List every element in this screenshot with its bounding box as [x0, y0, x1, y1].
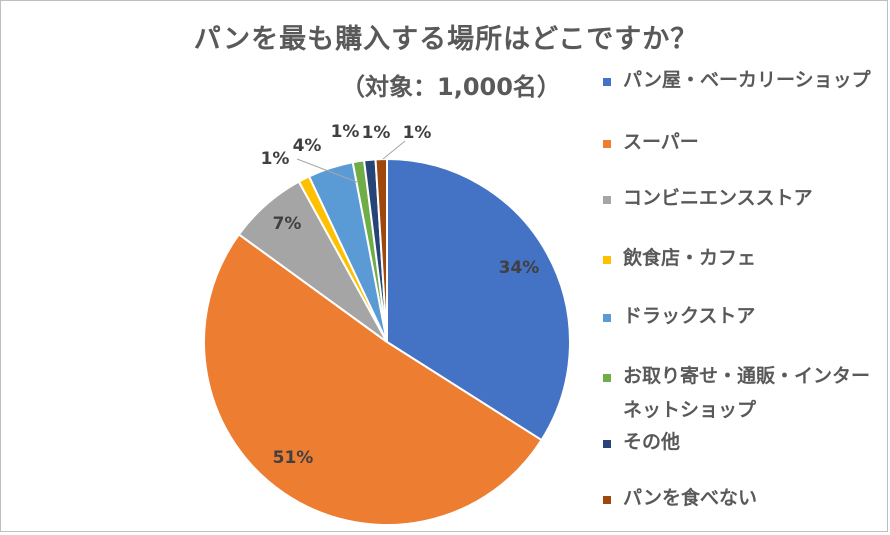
data-label-0: 34%	[499, 258, 540, 278]
data-label-6: 1%	[362, 123, 391, 143]
legend-swatch-2	[603, 196, 611, 204]
data-label-3: 1%	[261, 149, 290, 169]
pie-slice-1	[203, 233, 543, 526]
legend-swatch-0	[603, 78, 611, 86]
legend-item-7: パンを食べない	[599, 481, 885, 515]
legend-swatch-1	[603, 140, 611, 148]
legend-item-6: その他	[599, 425, 885, 459]
legend-item-1: スーパー	[599, 125, 885, 159]
legend-label-1: スーパー	[623, 131, 699, 153]
legend-swatch-6	[603, 440, 611, 448]
legend-label-3: 飲食店・カフェ	[623, 247, 757, 269]
data-label-5: 1%	[331, 122, 360, 142]
legend-label-2: コンビニエンスストア	[623, 187, 813, 209]
legend-item-2: コンビニエンスストア	[599, 181, 885, 215]
legend-item-0: パン屋・ベーカリーショップ	[599, 63, 885, 97]
data-label-2: 7%	[273, 214, 302, 234]
legend-label-7: パンを食べない	[623, 487, 757, 509]
leader-line-7	[382, 140, 406, 160]
leader-line-3	[296, 158, 358, 183]
legend-label-6: その他	[623, 431, 681, 453]
legend-item-3: 飲食店・カフェ	[599, 241, 885, 275]
legend-swatch-7	[603, 496, 611, 504]
legend-swatch-3	[603, 256, 611, 264]
legend-item-4: ドラックストア	[599, 299, 885, 333]
data-label-7: 1%	[403, 123, 432, 143]
legend-item-5: お取り寄せ・通販・インターネットショップ	[599, 359, 885, 427]
chart-title: パンを最も購入する場所はどこですか？	[193, 24, 699, 55]
legend-swatch-5	[603, 374, 611, 382]
legend-swatch-4	[603, 314, 611, 322]
pie-slice-7	[374, 157, 388, 343]
legend-label-0: パン屋・ベーカリーショップ	[623, 69, 871, 91]
data-label-1: 51%	[273, 448, 314, 468]
data-label-4: 4%	[293, 136, 322, 156]
legend-label-5: お取り寄せ・通販・インターネットショップ	[623, 365, 871, 421]
pie-slice-0	[386, 157, 571, 442]
chart-subtitle: （対象：1,000名）	[341, 73, 561, 101]
legend-label-4: ドラックストア	[623, 305, 756, 327]
